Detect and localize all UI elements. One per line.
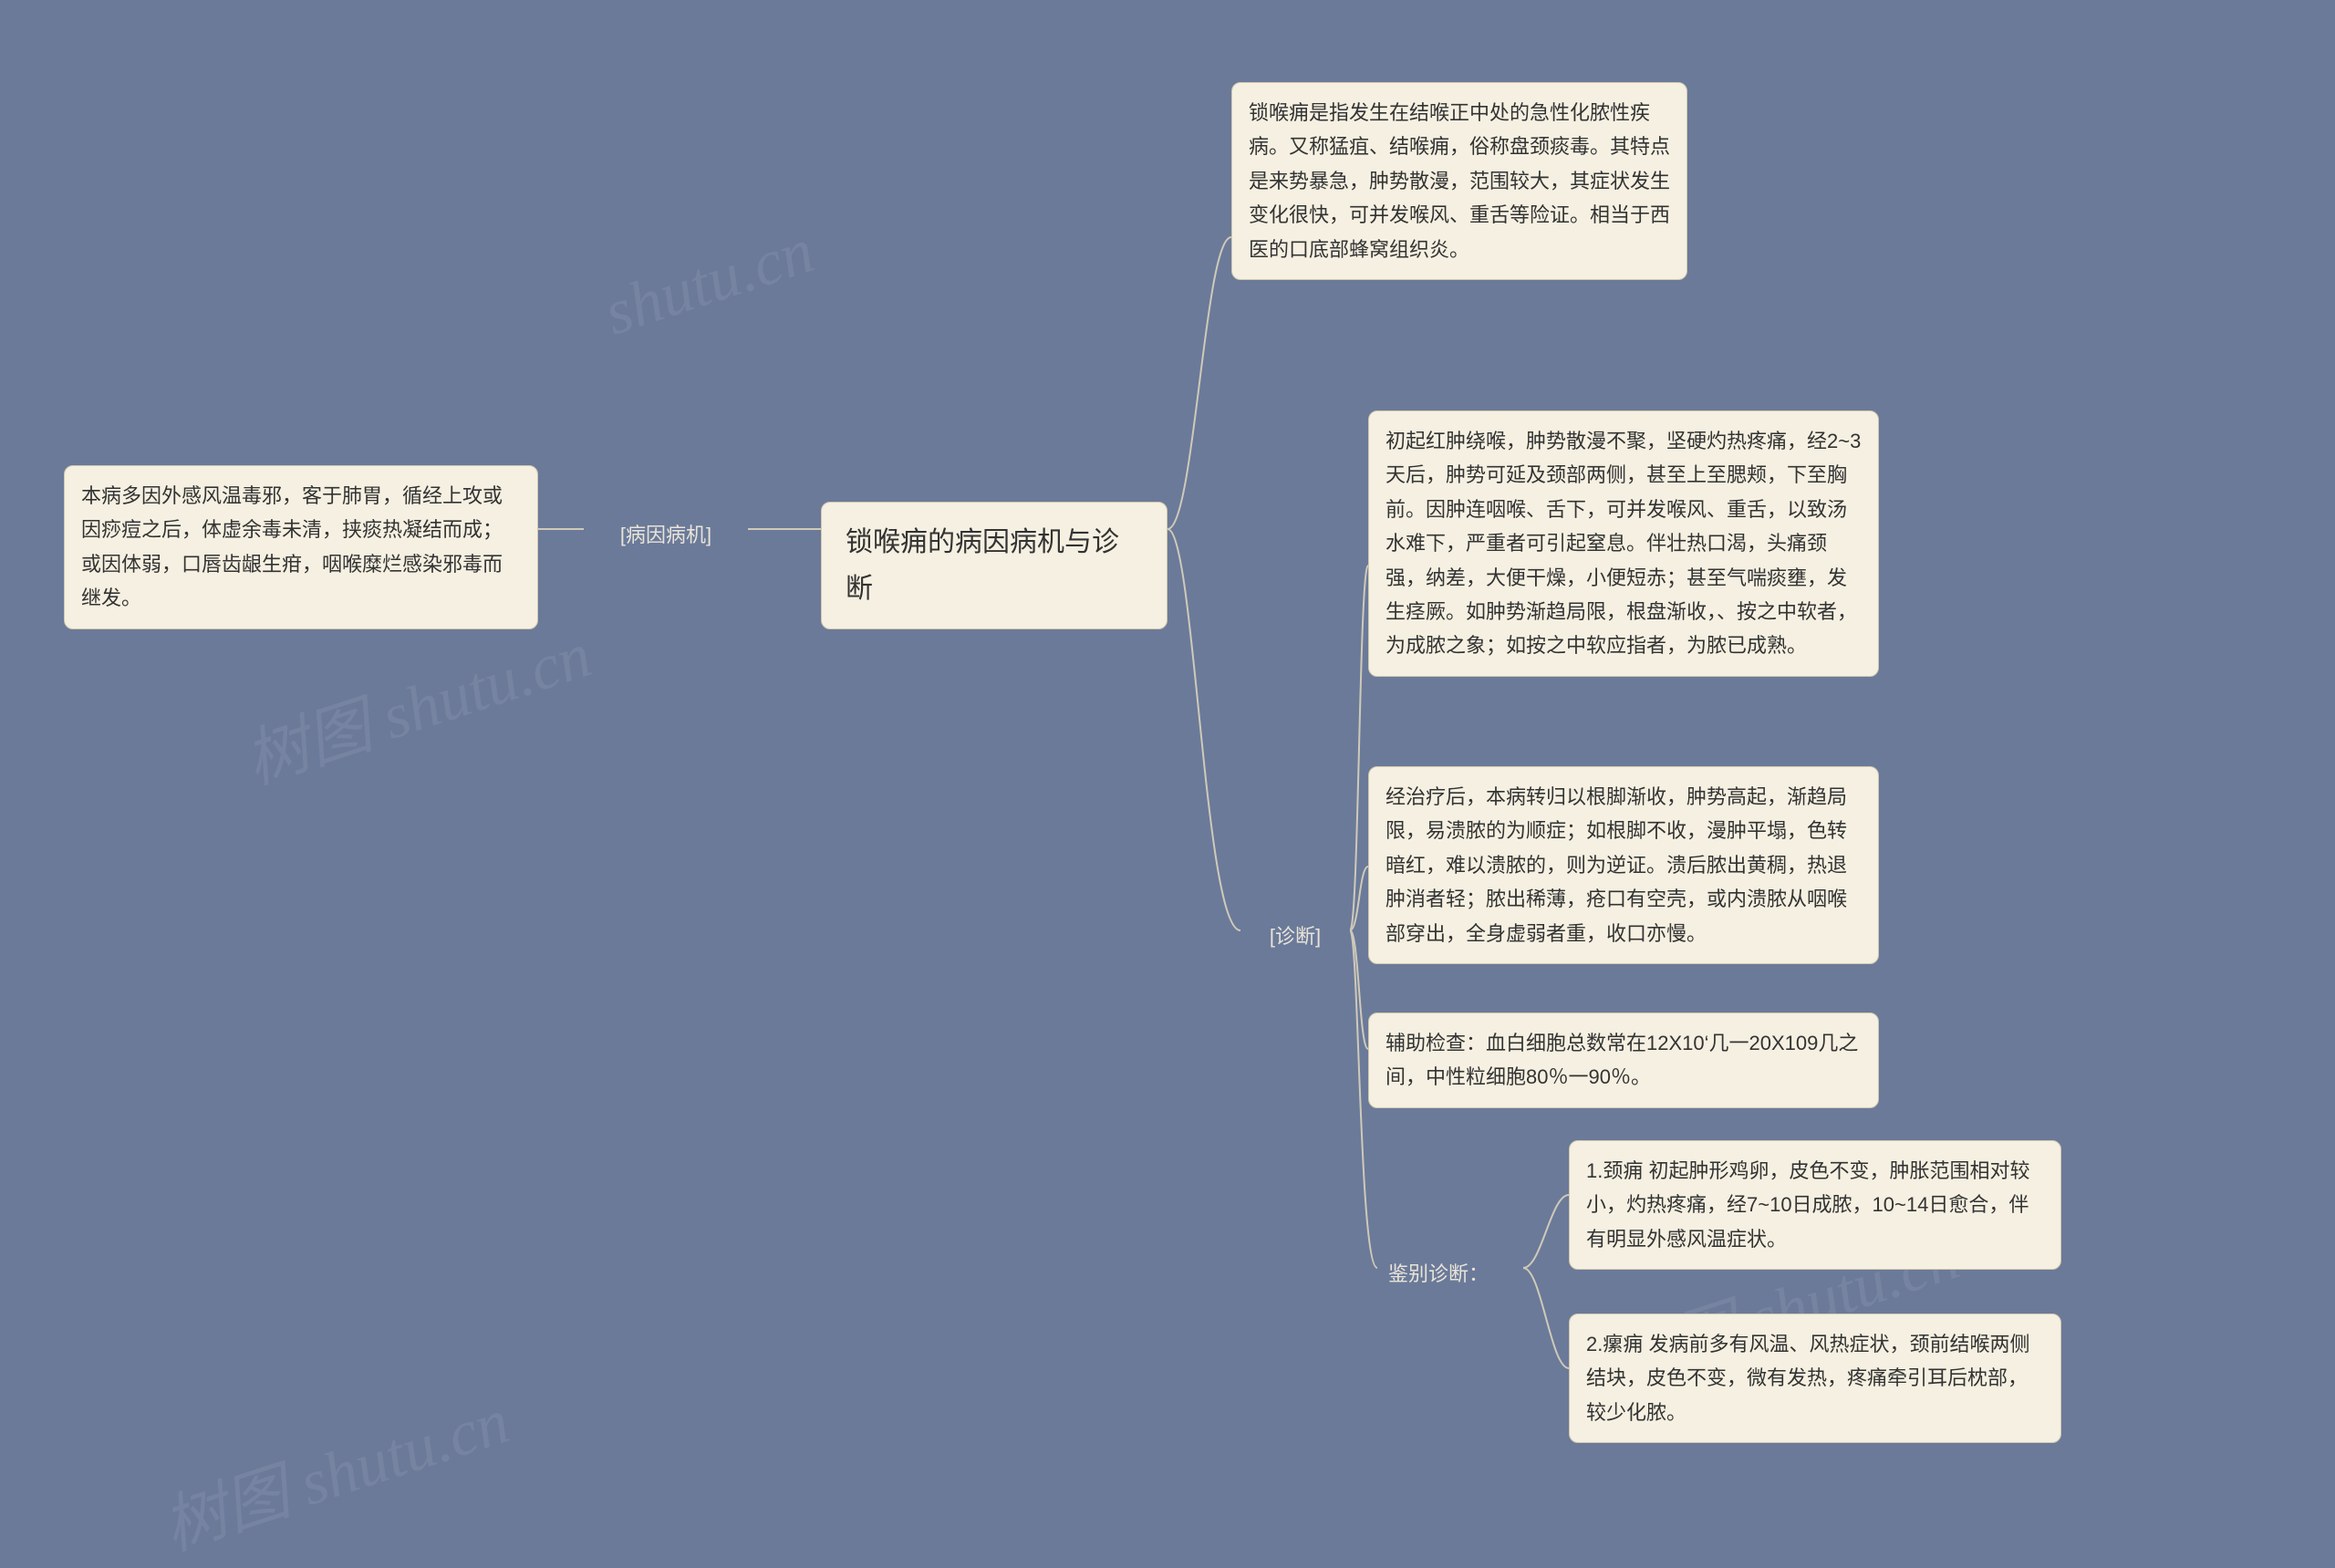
edge	[1523, 1268, 1569, 1368]
edge	[1350, 930, 1368, 1049]
watermark: 树图 shutu.cn	[150, 1370, 519, 1568]
watermark: shutu.cn	[596, 215, 822, 351]
edge	[1168, 237, 1231, 529]
definition-node[interactable]: 锁喉痈是指发生在结喉正中处的急性化脓性疾病。又称猛疽、结喉痈，俗称盘颈痰毒。其特…	[1231, 82, 1687, 280]
edge	[1168, 529, 1240, 930]
etiology-label[interactable]: [病因病机]	[584, 511, 748, 559]
edge	[1523, 1195, 1569, 1268]
diagnosis-item[interactable]: 辅助检查：血白细胞总数常在12X10‘几一20X109几之间，中性粒细胞80％一…	[1368, 1012, 1879, 1108]
diagnosis-item[interactable]: 初起红肿绕喉，肿势散漫不聚，坚硬灼热疼痛，经2~3天后，肿势可延及颈部两侧，甚至…	[1368, 410, 1879, 677]
differential-label[interactable]: 鉴别诊断：	[1377, 1250, 1523, 1298]
edge	[1350, 867, 1368, 930]
diagnosis-item[interactable]: 经治疗后，本病转归以根脚渐收，肿势高起，渐趋局限，易溃脓的为顺症；如根脚不收，漫…	[1368, 766, 1879, 964]
diagnosis-label[interactable]: [诊断]	[1240, 912, 1350, 961]
root-node[interactable]: 锁喉痈的病因病机与诊断	[821, 502, 1168, 629]
etiology-leaf[interactable]: 本病多因外感风温毒邪，客于肺胃，循经上攻或因痧痘之后，体虚余毒未清，挟痰热凝结而…	[64, 465, 538, 629]
edge	[1350, 566, 1368, 930]
differential-item[interactable]: 1.颈痈 初起肿形鸡卵，皮色不变，肿胀范围相对较小，灼热疼痛，经7~10日成脓，…	[1569, 1140, 2061, 1270]
connectors	[0, 0, 2335, 1510]
differential-item[interactable]: 2.瘰痈 发病前多有风温、风热症状，颈前结喉两侧结块，皮色不变，微有发热，疼痛牵…	[1569, 1314, 2061, 1443]
watermark: 树图 shutu.cn	[232, 604, 601, 802]
